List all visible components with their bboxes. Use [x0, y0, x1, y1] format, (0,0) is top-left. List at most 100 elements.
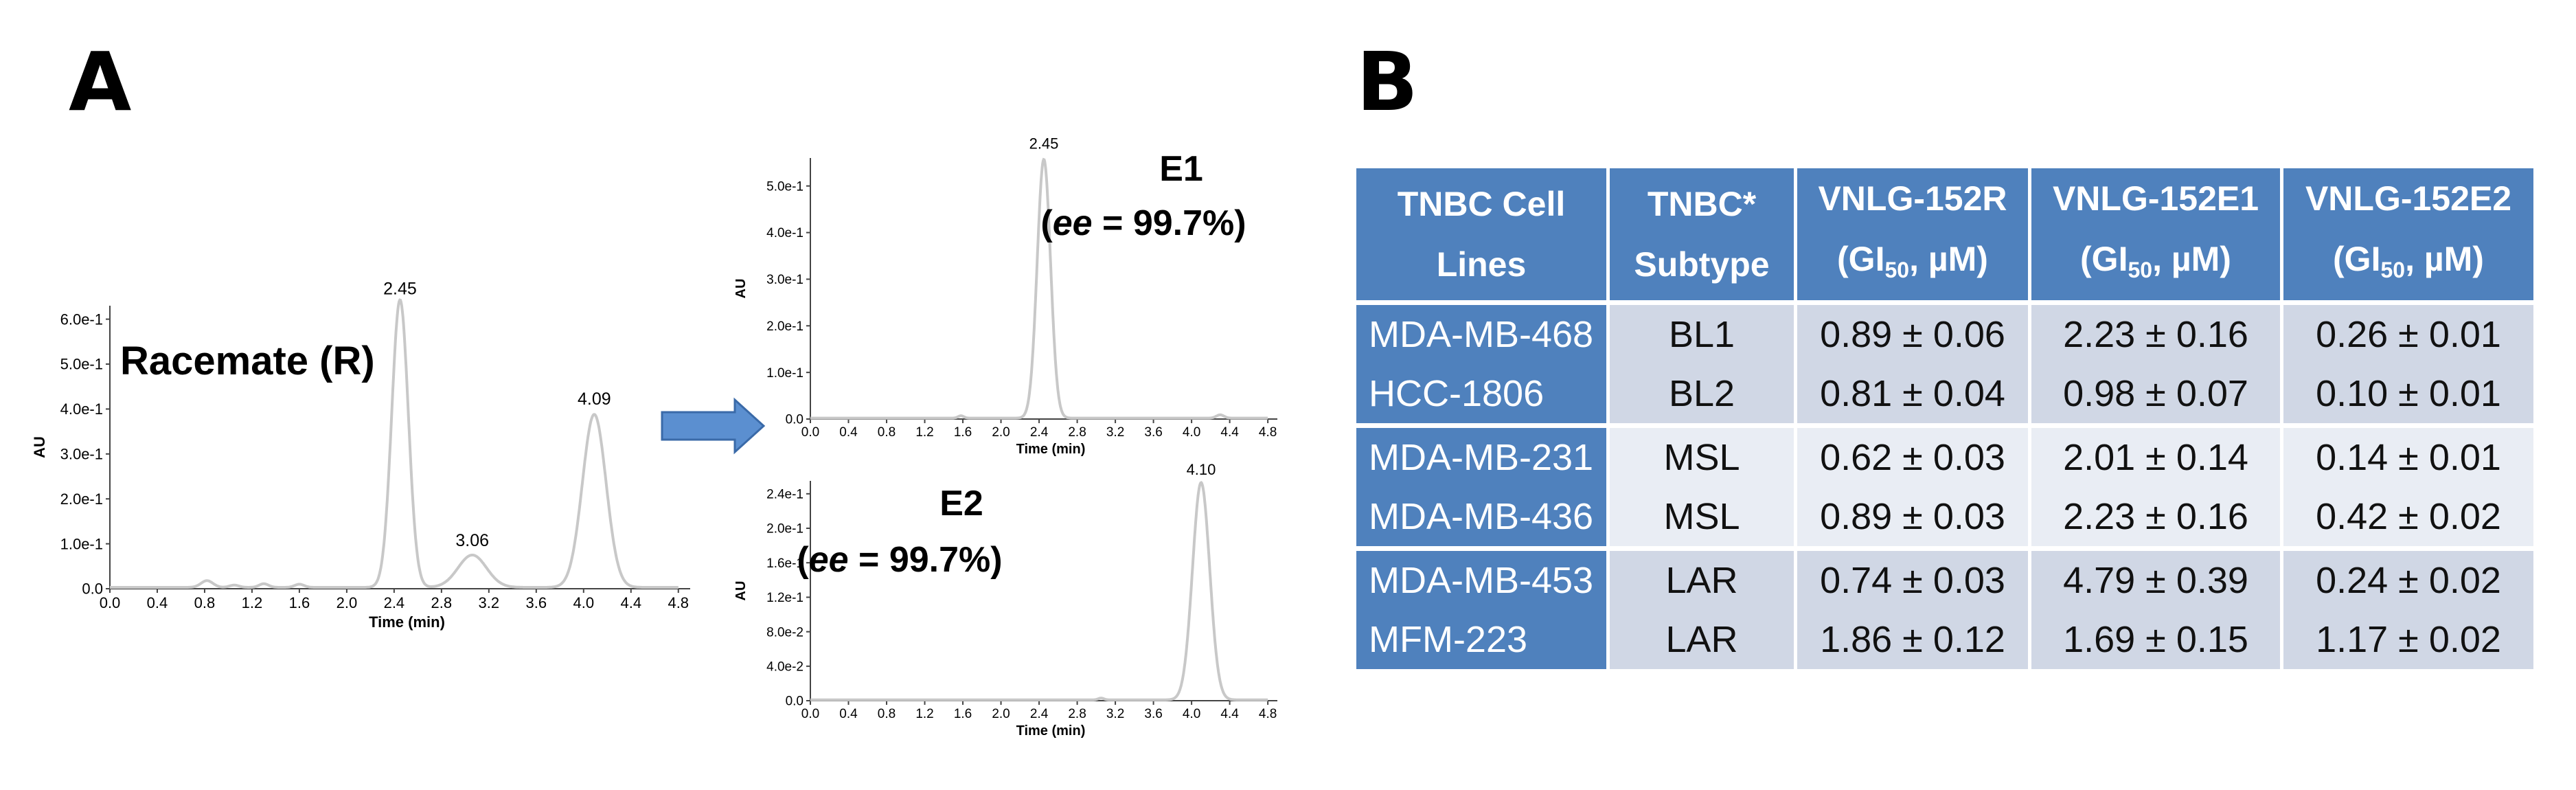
y-tick-label: 1.0e-1: [60, 535, 103, 552]
y-axis-label: AU: [733, 581, 749, 601]
cell-gi50-r: 0.74 ± 0.03: [1794, 546, 2031, 610]
y-tick-label: 5.0e-1: [60, 356, 103, 373]
y-tick-label: 0.0: [786, 413, 803, 427]
cell-gi50-e1: 2.23 ± 0.16: [2028, 487, 2283, 549]
y-tick-label: 6.0e-1: [60, 311, 103, 328]
x-tick-label: 3.6: [526, 594, 547, 611]
header-subtype: TNBC* Subtype: [1606, 165, 1797, 304]
cell-subtype: BL2: [1606, 364, 1797, 426]
chart-annotation: E2: [939, 484, 983, 523]
peak-label: 2.45: [1029, 135, 1059, 152]
x-tick-label: 4.8: [1259, 707, 1277, 721]
cell-line: MDA-MB-453: [1353, 546, 1610, 610]
chromatogram-e1: 0.0 0.4 0.8 1.2 1.6 2.0 2.4 2.8 3.2 3.6 4.0 4.4 4.8 0…: [733, 135, 1277, 457]
y-tick-label: 1.0e-1: [766, 366, 803, 381]
cell-gi50-e2: 0.26 ± 0.01: [2280, 300, 2537, 364]
peak-label: 2.45: [383, 280, 417, 299]
x-tick-label: 2.0: [992, 425, 1010, 440]
x-tick-label: 0.8: [878, 707, 896, 721]
x-tick-label: 1.2: [915, 707, 933, 721]
x-tick-label: 0.4: [839, 425, 858, 440]
cell-gi50-e1: 0.98 ± 0.07: [2028, 364, 2283, 426]
y-tick-label: 1.2e-1: [766, 591, 803, 605]
y-tick-label: 2.0e-1: [766, 522, 803, 537]
header-cell-lines: TNBC Cell Lines: [1353, 165, 1610, 304]
cell-gi50-r: 0.89 ± 0.03: [1794, 487, 2031, 549]
peak-label: 4.10: [1187, 461, 1216, 478]
x-tick-label: 4.0: [1183, 707, 1200, 721]
chromatogram-trace: [810, 481, 1268, 701]
x-tick-label: 1.2: [242, 594, 263, 611]
cell-subtype: BL1: [1606, 300, 1797, 364]
x-tick-label: 2.4: [1030, 425, 1049, 440]
cell-subtype: MSL: [1606, 423, 1797, 487]
cell-gi50-e2: 0.42 ± 0.02: [2280, 487, 2537, 549]
panel-label-a: A: [69, 34, 132, 129]
x-tick-label: 0.4: [147, 594, 168, 611]
cell-gi50-e1: 2.01 ± 0.14: [2028, 423, 2283, 487]
cell-subtype: LAR: [1606, 546, 1797, 610]
table-row: MDA-MB-436 MSL 0.89 ± 0.03 2.23 ± 0.16 0…: [1353, 487, 2537, 549]
table-row: MFM-223 LAR 1.86 ± 0.12 1.69 ± 0.15 1.17…: [1353, 610, 2537, 669]
y-tick-label: 4.0e-2: [766, 659, 803, 674]
cell-line: MDA-MB-231: [1353, 423, 1610, 487]
peak-label: 3.06: [455, 531, 489, 550]
chromatogram-e2: 0.0 0.4 0.8 1.2 1.6 2.0 2.4 2.8 3.2 3.6 4.0 4.4 4.8 0…: [733, 461, 1277, 738]
chromatogram-trace: [810, 157, 1268, 420]
right-arrow-icon: [661, 397, 766, 455]
x-tick-label: 1.6: [954, 707, 972, 721]
x-tick-label: 2.0: [992, 707, 1010, 721]
cell-line: MDA-MB-436: [1353, 487, 1610, 549]
y-tick-label: 8.0e-2: [766, 625, 803, 640]
header-vnlg-152r: VNLG-152R (GI50, µM): [1794, 165, 2031, 304]
cell-line: MDA-MB-468: [1353, 300, 1610, 364]
x-tick-label: 2.8: [1068, 707, 1086, 721]
x-tick-label: 3.2: [1106, 425, 1124, 440]
chart-annotation: (ee = 99.7%): [1040, 203, 1246, 243]
x-tick-label: 4.0: [573, 594, 594, 611]
table-row: HCC-1806 BL2 0.81 ± 0.04 0.98 ± 0.07 0.1…: [1353, 364, 2537, 426]
y-tick-label: 2.4e-1: [766, 487, 803, 501]
x-tick-label: 3.6: [1144, 425, 1162, 440]
x-tick-label: 2.0: [337, 594, 358, 611]
chromatogram-trace: [110, 298, 679, 589]
y-tick-label: 3.0e-1: [60, 446, 103, 463]
cell-subtype: LAR: [1606, 610, 1797, 669]
cell-gi50-e2: 0.24 ± 0.02: [2280, 546, 2537, 610]
x-tick-label: 0.8: [194, 594, 216, 611]
gi50-table: TNBC Cell Lines TNBC* Subtype VNLG-152R …: [1353, 165, 2537, 669]
cell-gi50-r: 0.62 ± 0.03: [1794, 423, 2031, 487]
x-tick-label: 4.8: [668, 594, 689, 611]
cell-gi50-e2: 0.10 ± 0.01: [2280, 364, 2537, 426]
x-axis-label: Time (min): [1016, 442, 1086, 457]
table-row: MDA-MB-453 LAR 0.74 ± 0.03 4.79 ± 0.39 0…: [1353, 546, 2537, 610]
chart-annotation: (ee = 99.7%): [797, 540, 1002, 580]
cell-line: MFM-223: [1353, 610, 1610, 669]
table-row: MDA-MB-231 MSL 0.62 ± 0.03 2.01 ± 0.14 0…: [1353, 423, 2537, 487]
x-tick-label: 2.4: [1030, 707, 1049, 721]
x-tick-label: 3.6: [1144, 707, 1162, 721]
cell-subtype: MSL: [1606, 487, 1797, 549]
table-header-row: TNBC Cell Lines TNBC* Subtype VNLG-152R …: [1353, 165, 2537, 304]
cell-gi50-r: 0.89 ± 0.06: [1794, 300, 2031, 364]
y-axis-label: AU: [31, 436, 48, 458]
x-tick-label: 1.2: [915, 425, 933, 440]
panel-label-b: B: [1356, 34, 1418, 129]
x-tick-label: 2.4: [384, 594, 405, 611]
x-tick-label: 0.0: [801, 707, 819, 721]
cell-gi50-e1: 2.23 ± 0.16: [2028, 300, 2283, 364]
x-tick-label: 4.0: [1183, 425, 1200, 440]
x-tick-label: 2.8: [1068, 425, 1086, 440]
x-tick-label: 0.0: [100, 594, 121, 611]
x-tick-label: 0.4: [839, 707, 858, 721]
y-tick-label: 0.0: [786, 695, 803, 709]
x-tick-label: 1.6: [954, 425, 972, 440]
y-tick-label: 0.0: [82, 580, 103, 598]
x-tick-label: 3.2: [479, 594, 500, 611]
header-vnlg-152e2: VNLG-152E2 (GI50, µM): [2280, 165, 2537, 304]
x-tick-label: 4.4: [1220, 425, 1239, 440]
x-tick-label: 2.8: [431, 594, 453, 611]
x-tick-label: 4.8: [1259, 425, 1277, 440]
x-tick-label: 0.0: [801, 425, 819, 440]
chart-annotation: Racemate (R): [120, 339, 375, 383]
